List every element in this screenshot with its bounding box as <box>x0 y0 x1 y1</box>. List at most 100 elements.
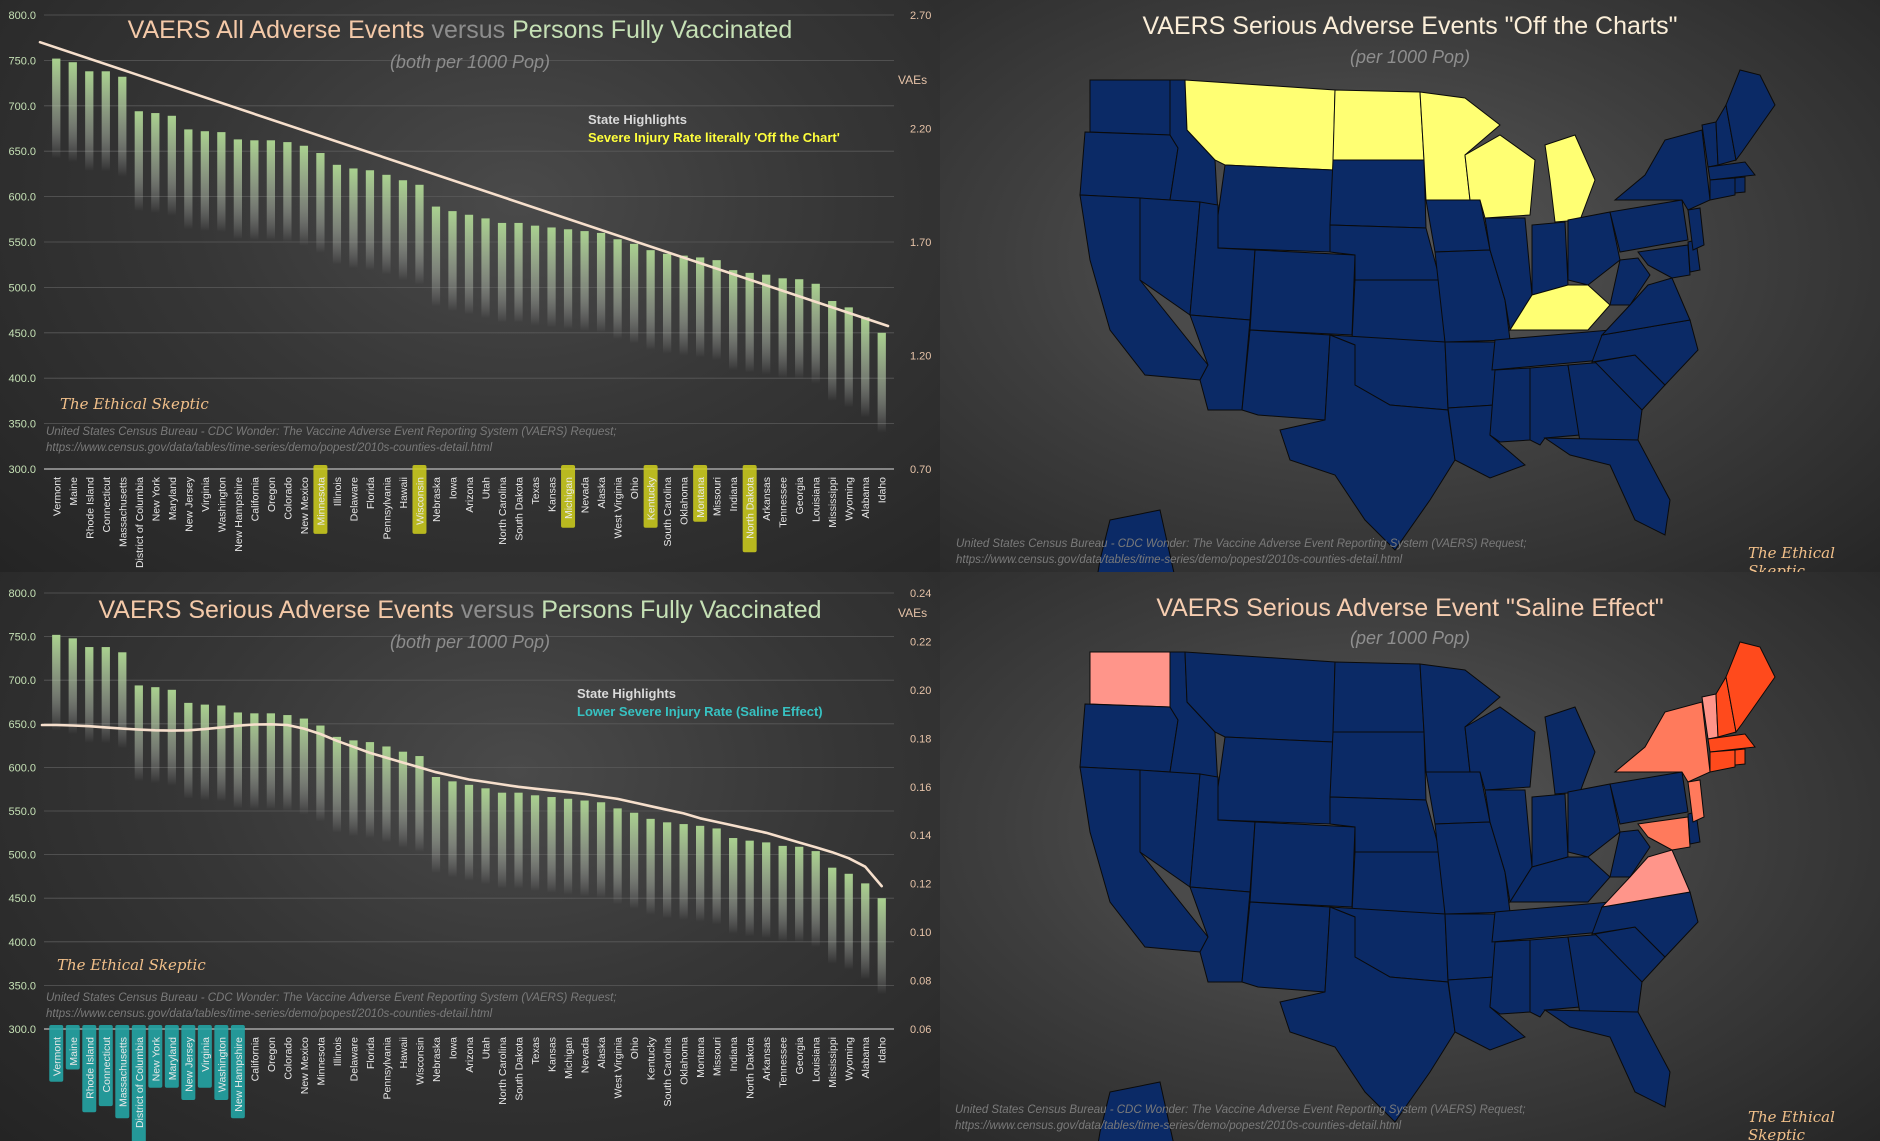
chart-subtitle: (both per 1000 Pop) <box>389 52 551 72</box>
bar <box>712 828 721 925</box>
y2-tick-label: 1.70 <box>910 237 931 249</box>
state-oregon <box>1079 131 1179 201</box>
category-highlight <box>115 1025 130 1119</box>
category-highlight <box>742 465 757 553</box>
bar <box>745 272 754 373</box>
state-rhode-island <box>1734 176 1746 194</box>
bar <box>233 712 242 809</box>
x-tick-label: Michigan <box>563 477 575 519</box>
x-tick-label: Oklahoma <box>679 1037 691 1085</box>
y-tick-label: 300.0 <box>8 464 36 476</box>
map-title: VAERS Serious Adverse Event "Saline Effe… <box>1156 594 1664 622</box>
y2-tick-label: 0.18 <box>910 733 931 745</box>
x-tick-label: Vermont <box>51 477 63 516</box>
bar <box>415 184 424 285</box>
state-west-virginia <box>1609 257 1651 306</box>
category-highlight <box>131 1025 146 1141</box>
category-highlight <box>98 1025 113 1107</box>
state-ohio <box>1567 783 1621 858</box>
state-kansas <box>1351 851 1446 915</box>
chart-title: VAERS Serious Adverse Events versus Pers… <box>0 596 930 625</box>
bar <box>497 792 507 889</box>
x-tick-label: Texas <box>530 477 542 504</box>
title-part-1: VAERS Serious Adverse Events <box>98 596 454 624</box>
chart-title: VAERS All Adverse Events versus Persons … <box>0 16 930 45</box>
y-tick-label: 350.0 <box>8 419 36 431</box>
state-arizona <box>1189 314 1251 411</box>
bar <box>563 798 573 895</box>
bar <box>217 705 226 802</box>
bar <box>250 140 259 241</box>
y-tick-label: 750.0 <box>8 632 36 644</box>
state-rhode-island <box>1734 748 1746 766</box>
state-colorado <box>1249 821 1356 908</box>
x-tick-label: North Carolina <box>497 477 509 545</box>
bar <box>613 239 622 340</box>
bar <box>299 145 309 246</box>
y-tick-label: 450.0 <box>8 328 36 340</box>
bar <box>68 62 77 163</box>
bar <box>167 689 176 786</box>
y-tick-label: 750.0 <box>8 55 36 67</box>
category-highlight <box>693 465 708 522</box>
source-note: United States Census Bureau - CDC Wonder… <box>46 424 617 456</box>
bar <box>530 795 540 892</box>
bar <box>134 111 143 212</box>
state-kentucky <box>1509 856 1611 903</box>
bar <box>431 206 441 307</box>
state-texas <box>1279 334 1456 551</box>
chart-all-adverse-events: 800.0 750.0 700.0 650.0 600.0 550.0 500.0 450.0… <box>0 0 940 572</box>
bar <box>448 781 457 878</box>
highlight-heading: State Highlights <box>588 112 687 127</box>
chart-all-adverse-events-plot: 800.0 750.0 700.0 650.0 600.0 550.0 500.0 450.0… <box>8 10 931 568</box>
bar <box>844 307 853 408</box>
bar <box>778 278 787 379</box>
state-maine <box>1725 641 1776 734</box>
category-highlight <box>561 465 576 528</box>
x-tick-label: Connecticut <box>101 477 113 533</box>
x-tick-label: New Mexico <box>299 1037 311 1094</box>
bar <box>299 718 309 815</box>
state-new-mexico <box>1241 329 1331 421</box>
map-subtitle: (per 1000 Pop) <box>1349 628 1471 648</box>
bar <box>266 140 276 241</box>
state-maryland <box>1637 816 1691 851</box>
x-tick-label: North Dakota <box>745 477 757 539</box>
state-ohio <box>1567 211 1621 286</box>
y2-tick-label: 0.08 <box>910 976 931 988</box>
x-tick-label: South Dakota <box>514 1037 526 1101</box>
state-massachusetts <box>1707 161 1756 181</box>
us-map-off-charts <box>1079 69 1776 572</box>
x-tick-label: North Dakota <box>745 1037 757 1099</box>
y-tick-label: 400.0 <box>8 373 36 385</box>
state-new-york <box>1613 701 1711 783</box>
state-alaska <box>1097 509 1175 572</box>
y-tick-label: 700.0 <box>8 675 36 687</box>
state-wyoming <box>1217 736 1334 825</box>
y2-tick-label: 2.70 <box>910 10 931 22</box>
y2-tick-label: 0.24 <box>910 588 931 600</box>
y-tick-label: 550.0 <box>8 237 36 249</box>
state-mississippi <box>1489 939 1531 1015</box>
x-tick-label: Mississippi <box>827 1037 839 1088</box>
chart-subtitle: (both per 1000 Pop) <box>389 632 551 652</box>
x-tick-label: Nebraska <box>431 477 443 522</box>
bar <box>349 740 358 837</box>
x-tick-label: Montana <box>695 1037 707 1078</box>
bar <box>646 250 655 351</box>
x-tick-label: Montana <box>695 477 707 518</box>
x-tick-label: North Carolina <box>497 1037 509 1105</box>
bar <box>629 812 639 909</box>
x-tick-label: Minnesota <box>315 1037 327 1086</box>
y-tick-label: 650.0 <box>8 146 36 158</box>
bar <box>151 113 160 213</box>
source-line-2: https://www.census.gov/data/tables/time-… <box>46 442 493 454</box>
x-tick-label: Arizona <box>464 477 476 513</box>
x-tick-label: Massachusetts <box>117 477 129 547</box>
highlight-legend: State Highlights Lower Severe Injury Rat… <box>577 685 823 721</box>
state-michigan <box>1544 134 1596 223</box>
x-tick-label: California <box>249 1037 261 1082</box>
source-note: United States Census Bureau - CDC Wonder… <box>956 536 1527 568</box>
state-florida <box>1543 437 1671 536</box>
x-tick-label: South Dakota <box>514 477 526 541</box>
